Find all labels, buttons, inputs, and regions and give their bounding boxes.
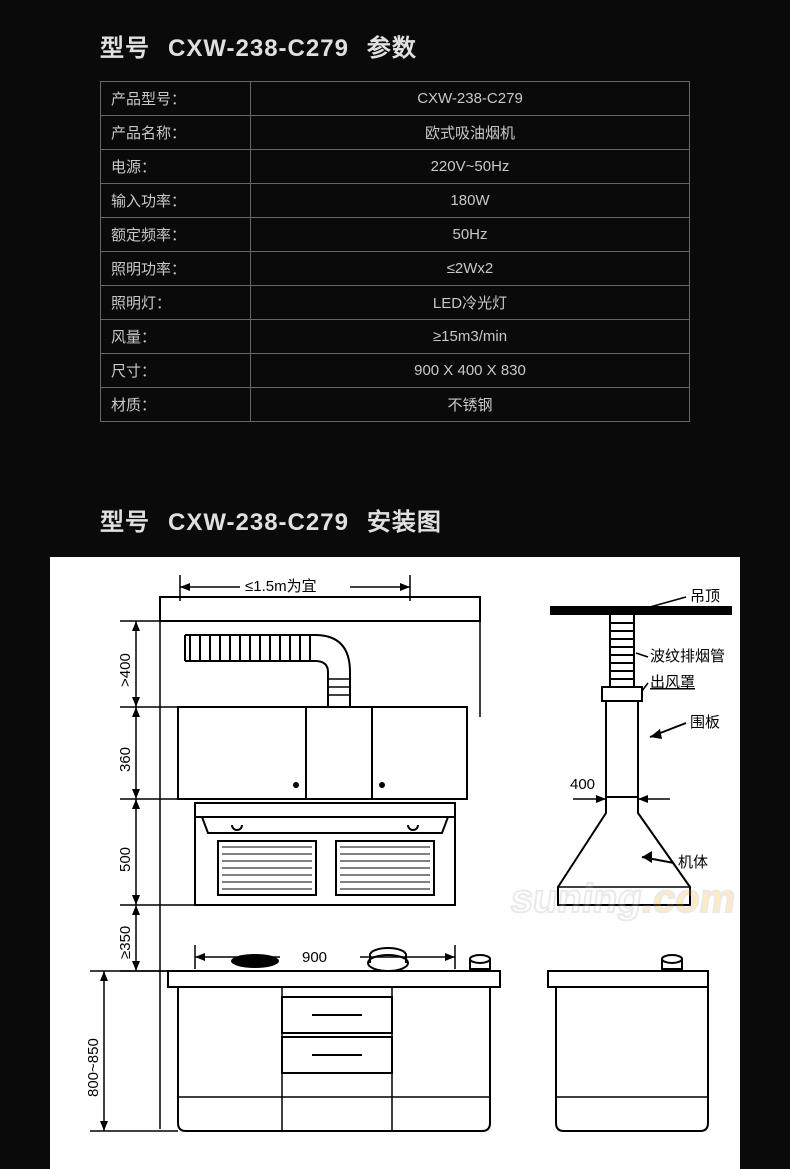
table-row: 产品名称：欧式吸油烟机 <box>101 116 690 150</box>
label-body: 机体 <box>678 854 708 871</box>
table-row: 照明灯：LED冷光灯 <box>101 286 690 320</box>
title-suffix: 参数 <box>367 35 417 62</box>
title-model: CXW-238-C279 <box>168 35 349 62</box>
dim-gt400: >400 <box>117 653 134 687</box>
title2-model: CXW-238-C279 <box>168 509 349 536</box>
table-row: 风量：≥15m3/min <box>101 320 690 354</box>
spec-value: 220V~50Hz <box>251 150 690 184</box>
spec-value: ≤2Wx2 <box>251 252 690 286</box>
label-ceiling: 吊顶 <box>690 588 720 605</box>
dim-500: 500 <box>117 847 134 872</box>
spec-section-title: 型号 CXW-238-C279 参数 <box>100 28 690 63</box>
spec-label: 产品型号： <box>101 82 251 116</box>
spec-value: 不锈钢 <box>251 388 690 422</box>
side-flex-duct-icon <box>610 615 634 687</box>
spec-value: 900 X 400 X 830 <box>251 354 690 388</box>
flex-duct-icon <box>185 635 350 707</box>
spec-label: 电源： <box>101 150 251 184</box>
table-row: 输入功率：180W <box>101 184 690 218</box>
spec-value: 180W <box>251 184 690 218</box>
spec-label: 输入功率： <box>101 184 251 218</box>
spec-value: 欧式吸油烟机 <box>251 116 690 150</box>
spec-label: 照明灯： <box>101 286 251 320</box>
installation-diagram: ≤1.5m为宜 <box>50 557 740 1169</box>
table-row: 产品型号：CXW-238-C279 <box>101 82 690 116</box>
spec-value: LED冷光灯 <box>251 286 690 320</box>
dim-ge350: ≥350 <box>117 926 134 959</box>
table-row: 电源：220V~50Hz <box>101 150 690 184</box>
spec-label: 照明功率： <box>101 252 251 286</box>
spec-value: CXW-238-C279 <box>251 82 690 116</box>
spec-value: 50Hz <box>251 218 690 252</box>
dim-800-850: 800~850 <box>85 1038 102 1097</box>
table-row: 材质：不锈钢 <box>101 388 690 422</box>
title2-suffix: 安装图 <box>367 509 442 536</box>
spec-label: 尺寸： <box>101 354 251 388</box>
spec-label: 产品名称： <box>101 116 251 150</box>
label-panel: 围板 <box>690 713 720 731</box>
dim-top-note: ≤1.5m为宜 <box>245 578 317 595</box>
label-flex-duct: 波纹排烟管 <box>650 648 725 665</box>
dim-360: 360 <box>117 747 134 772</box>
table-row: 尺寸：900 X 400 X 830 <box>101 354 690 388</box>
spec-table: 产品型号：CXW-238-C279产品名称：欧式吸油烟机电源：220V~50Hz… <box>100 81 690 422</box>
table-row: 额定频率：50Hz <box>101 218 690 252</box>
table-row: 照明功率：≤2Wx2 <box>101 252 690 286</box>
label-outlet-cover: 出风罩 <box>650 674 695 691</box>
title2-label: 型号 <box>100 509 150 536</box>
spec-label: 材质： <box>101 388 251 422</box>
dim-400: 400 <box>570 776 595 793</box>
install-section-title: 型号 CXW-238-C279 安装图 <box>100 502 690 537</box>
spec-value: ≥15m3/min <box>251 320 690 354</box>
spec-label: 风量： <box>101 320 251 354</box>
title-label: 型号 <box>100 35 150 62</box>
spec-label: 额定频率： <box>101 218 251 252</box>
dim-900: 900 <box>302 949 327 966</box>
